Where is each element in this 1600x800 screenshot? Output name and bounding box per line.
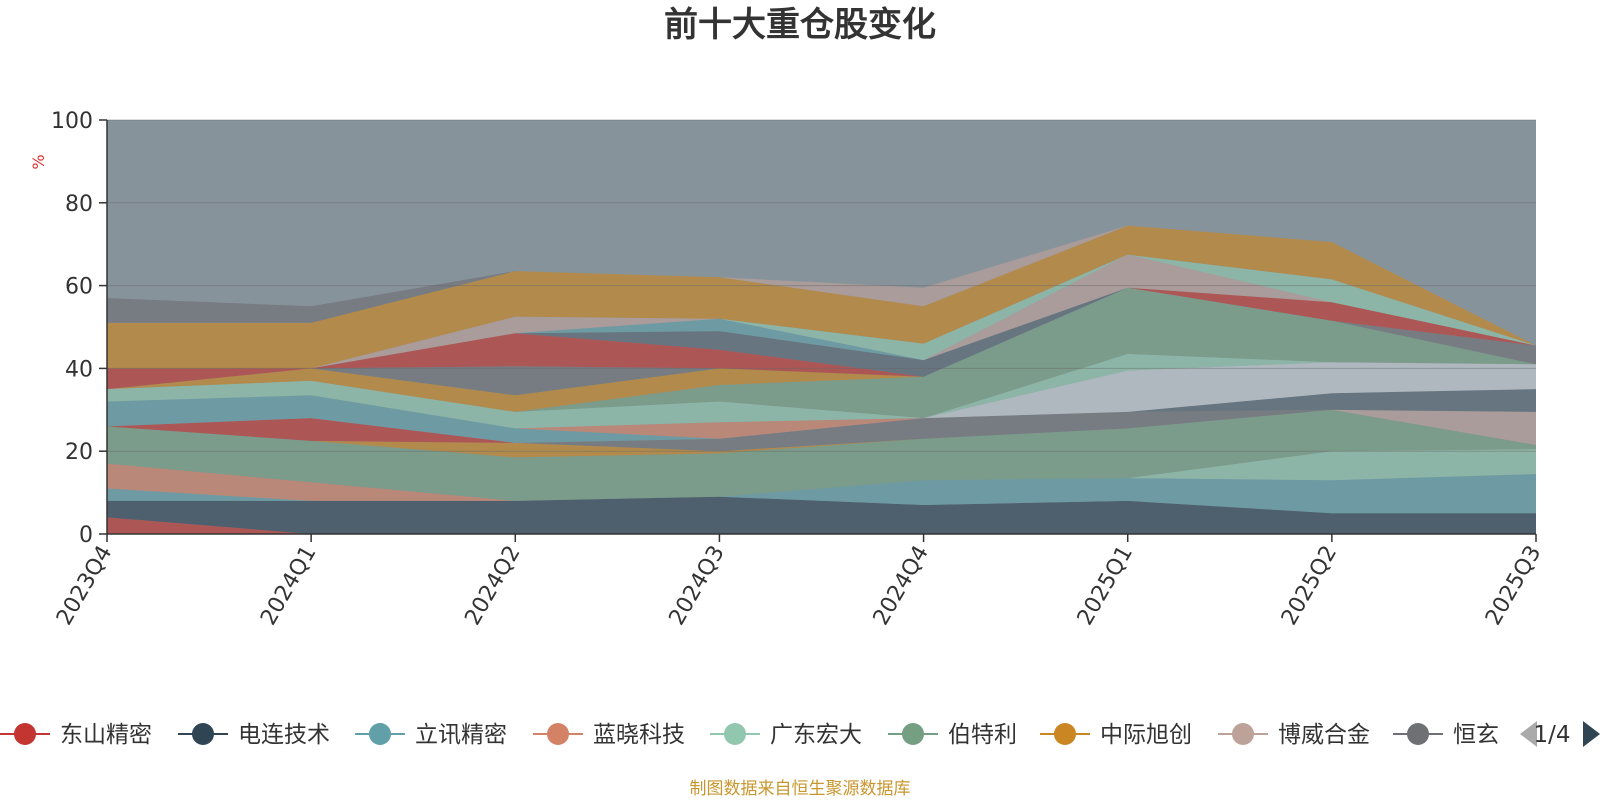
legend-marker-icon [1407,723,1429,745]
area-series-23 [107,225,1536,369]
legend-label: 广东宏大 [770,722,862,748]
x-tick-label: 2025Q3 [1481,542,1546,630]
area-恒玄科技 [107,409,1536,452]
area-series-18 [107,287,1536,390]
legend-label: 博威合金 [1278,722,1370,748]
legend-marker-icon [1232,723,1254,745]
x-tick-label: 2025Q1 [1073,542,1138,630]
legend-page-indicator: 1/4 [1533,722,1570,748]
legend-label: 电连技术 [238,722,330,748]
area-博威合金 [107,409,1536,452]
x-tick-label: 2025Q2 [1277,542,1342,630]
area-series-11 [107,362,1536,443]
y-tick-label: 20 [65,440,93,465]
y-tick-label: 100 [51,109,93,134]
area-伯特利 [107,409,1536,501]
plot-areas [107,120,1536,534]
legend-marker-icon [192,723,214,745]
area-广东宏大 [107,449,1536,501]
area-东山精密 [107,517,1536,534]
legend-label: 蓝晓科技 [593,722,685,748]
area-series-19 [107,287,1536,377]
legend-label: 恒玄 [1453,722,1499,748]
legend-prev-page-icon[interactable] [1520,721,1537,747]
legend-item[interactable]: 博威合金 [1218,722,1370,748]
legend-item[interactable]: 东山精密 [0,722,152,748]
legend-item[interactable]: 伯特利 [888,722,1017,748]
area-series-10 [107,362,1536,443]
area-蓝晓科技 [107,463,1536,501]
legend-label: 东山精密 [60,722,152,748]
area-series-24 [107,225,1536,346]
legend-label: 伯特利 [948,722,1017,748]
area-series-12 [107,362,1536,443]
area-series-13 [107,362,1536,439]
legend-marker-icon [547,723,569,745]
y-tick-label: 0 [79,523,93,548]
x-tick-label: 2024Q4 [869,542,934,630]
legend-marker-icon [1054,723,1076,745]
area-series-17 [107,287,1536,396]
area-series-21 [107,254,1536,369]
legend-marker-icon [724,723,746,745]
legend-marker-icon [14,723,36,745]
x-tick-label: 2024Q3 [665,542,730,630]
data-source-note: 制图数据来自恒生聚源数据库 [690,779,911,799]
y-axis-unit: % [29,154,48,169]
legend-marker-icon [369,723,391,745]
area-series-15 [107,287,1536,419]
legend-item[interactable]: 蓝晓科技 [533,722,685,748]
x-tick-label: 2024Q2 [460,542,525,630]
x-tick-label: 2023Q4 [52,542,117,630]
legend-item[interactable]: 电连技术 [178,722,330,748]
legend-item[interactable]: 立讯精密 [355,722,507,748]
area-电连技术 [107,496,1536,534]
area-series-14 [107,353,1536,429]
legend-item[interactable]: 广东宏大 [710,722,862,748]
legend-item[interactable]: 中际旭创 [1040,722,1192,748]
chart-title: 前十大重仓股变化 [664,5,936,45]
legend-item[interactable]: 恒玄 [1393,722,1499,748]
y-tick-label: 60 [65,275,93,300]
legend-next-page-icon[interactable] [1583,721,1600,747]
legend-marker-icon [902,723,924,745]
area-series-9 [107,389,1536,443]
legend: 东山精密 电连技术 立讯精密 蓝晓科技 广东宏大 伯特利 中际旭创 博威合金 恒玄 1/4 [0,721,1600,748]
y-tick-label: 40 [65,357,93,382]
grid-lines [107,119,1536,452]
y-tick-label: 80 [65,192,93,217]
area-立讯精密 [107,474,1536,514]
legend-label: 立讯精密 [415,722,507,748]
area-中际旭创 [107,409,1536,458]
x-tick-label: 2024Q1 [256,542,321,630]
legend-label: 中际旭创 [1100,722,1192,748]
